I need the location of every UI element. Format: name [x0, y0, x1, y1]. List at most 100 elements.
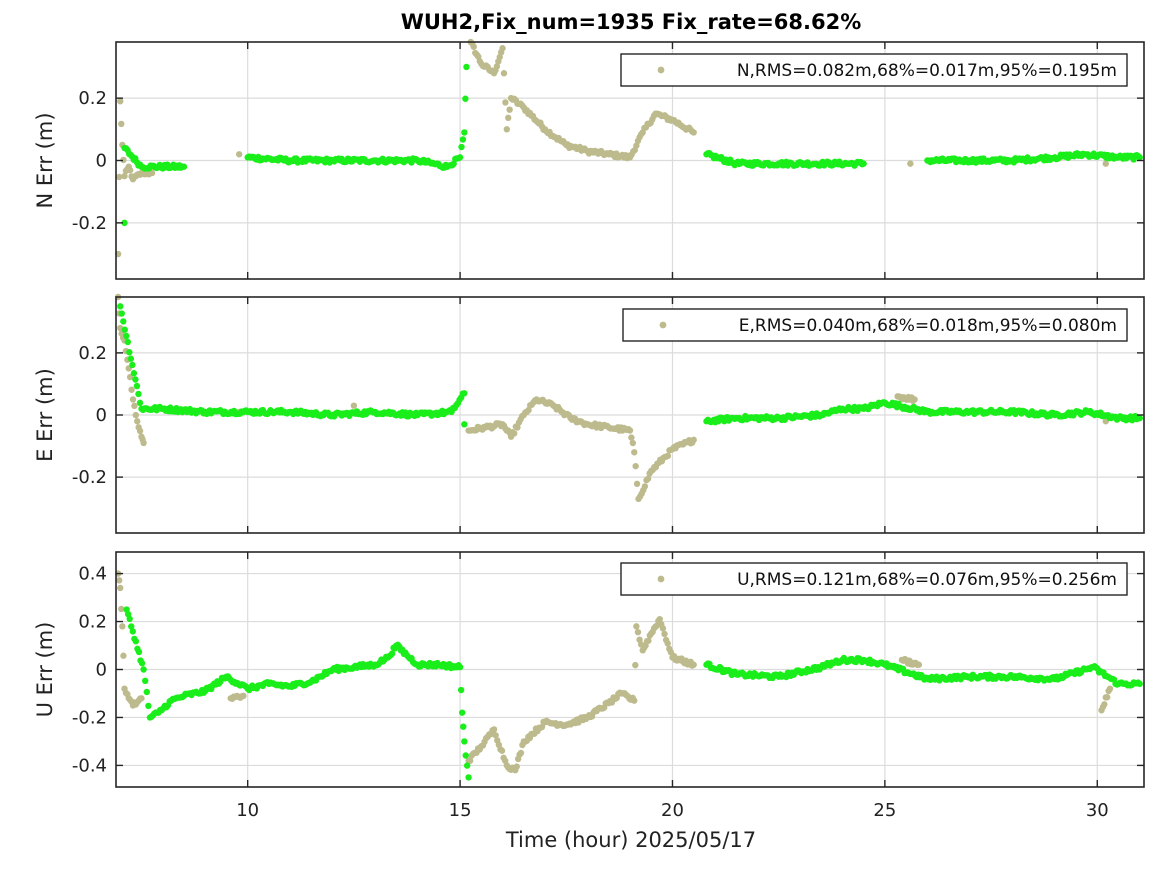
- data-point-fixed: [117, 303, 124, 310]
- data-point-float: [490, 726, 498, 733]
- legend-marker: [657, 575, 665, 583]
- x-tick-label: 30: [1086, 800, 1109, 821]
- data-point-float: [126, 166, 134, 174]
- data-point-fixed: [126, 349, 133, 356]
- data-point-float: [466, 757, 474, 764]
- data-point-fixed: [136, 399, 144, 407]
- data-point-fixed: [129, 628, 136, 635]
- data-point-float: [525, 406, 532, 414]
- data-point-fixed: [135, 648, 143, 656]
- data-point-fixed: [460, 723, 467, 730]
- legend-marker: [659, 321, 667, 329]
- data-point-float: [690, 661, 697, 668]
- data-point-float: [1103, 694, 1111, 701]
- data-point-fixed: [133, 382, 141, 390]
- data-point-fixed: [180, 163, 188, 170]
- data-point-fixed: [124, 338, 132, 346]
- data-point-float: [115, 577, 123, 584]
- y-tick-label: -0.4: [72, 755, 107, 776]
- data-point-float: [629, 439, 637, 447]
- data-point-float: [538, 723, 546, 731]
- data-point-fixed: [132, 376, 139, 383]
- data-point-float: [626, 427, 634, 434]
- data-point-float: [1106, 685, 1114, 692]
- data-point-float: [511, 430, 518, 437]
- data-point-fixed: [127, 355, 135, 362]
- data-point-fixed: [118, 310, 125, 317]
- data-point-float: [632, 661, 639, 669]
- legend-box: [620, 53, 1128, 87]
- data-point-float: [641, 483, 649, 490]
- data-point-float: [138, 695, 145, 702]
- legend-marker: [657, 66, 665, 74]
- data-point-float: [514, 424, 521, 431]
- y-tick-label: -0.2: [72, 707, 107, 728]
- data-point-fixed: [458, 143, 465, 151]
- data-points: [114, 38, 1143, 258]
- data-point-fixed: [121, 326, 128, 333]
- data-point-fixed: [388, 650, 396, 657]
- data-point-fixed: [145, 702, 152, 710]
- data-point-fixed: [138, 660, 146, 667]
- data-point-float: [631, 697, 638, 704]
- data-point-float: [628, 434, 635, 441]
- y-tick-label: 0: [96, 151, 107, 172]
- data-point-float: [118, 120, 125, 128]
- data-point-float: [506, 106, 513, 113]
- legend-label: E,RMS=0.040m,68%=0.018m,95%=0.080m: [739, 316, 1117, 336]
- data-point-float: [631, 449, 638, 456]
- figure-title: WUH2,Fix_num=1935 Fix_rate=68.62%: [401, 10, 862, 34]
- data-point-fixed: [462, 752, 469, 759]
- data-point-fixed: [463, 762, 471, 769]
- data-point-float: [499, 45, 506, 52]
- data-point-fixed: [465, 774, 472, 781]
- data-point-fixed: [121, 219, 128, 227]
- data-point-fixed: [461, 421, 468, 428]
- y-tick-label: -0.2: [72, 467, 107, 488]
- x-tick-label: 10: [236, 800, 259, 821]
- data-point-float: [140, 439, 147, 447]
- data-point-float: [350, 402, 358, 409]
- data-point-float: [492, 732, 499, 739]
- data-point-float: [493, 63, 501, 70]
- data-points: [114, 293, 1143, 503]
- data-point-float: [115, 173, 123, 181]
- data-point-fixed: [1136, 414, 1143, 422]
- data-point-float: [1102, 160, 1109, 167]
- data-point-fixed: [450, 160, 457, 167]
- data-point-float: [129, 396, 137, 403]
- x-tick-label: 20: [661, 800, 684, 821]
- y-axis-label: E Err (m): [33, 368, 57, 462]
- data-point-fixed: [860, 160, 867, 167]
- legend: U,RMS=0.121m,68%=0.076m,95%=0.256m: [620, 562, 1128, 596]
- data-point-float: [128, 386, 135, 393]
- data-point-fixed: [1136, 154, 1143, 161]
- legend: E,RMS=0.040m,68%=0.018m,95%=0.080m: [622, 308, 1128, 342]
- data-point-float: [505, 114, 512, 122]
- data-point-float: [120, 156, 127, 164]
- data-point-fixed: [129, 361, 136, 369]
- data-point-fixed: [459, 709, 466, 716]
- data-point-float: [664, 640, 671, 647]
- data-point-float: [131, 402, 138, 410]
- data-point-fixed: [132, 638, 140, 645]
- data-point-float: [690, 436, 697, 444]
- data-point-float: [117, 584, 124, 592]
- x-tick-label: 25: [873, 800, 896, 821]
- data-point-float: [690, 129, 697, 136]
- data-point-fixed: [461, 129, 468, 136]
- legend-box: [620, 562, 1128, 596]
- data-point-float: [664, 452, 672, 460]
- panel-up: -0.4 -0.2 0 0.2 0.4 10 15 20 25 30 U Err (m) U,RMS=…: [33, 551, 1145, 821]
- data-point-float: [119, 623, 126, 630]
- y-axis-label: U Err (m): [33, 622, 57, 718]
- data-point-float: [1101, 701, 1108, 708]
- data-point-float: [132, 411, 140, 419]
- legend-label: U,RMS=0.121m,68%=0.076m,95%=0.256m: [737, 570, 1117, 590]
- data-point-float: [240, 692, 247, 700]
- data-point-float: [907, 160, 914, 167]
- data-point-float: [502, 99, 509, 106]
- data-point-float: [148, 169, 156, 177]
- data-point-float: [633, 480, 641, 488]
- data-point-fixed: [461, 390, 468, 397]
